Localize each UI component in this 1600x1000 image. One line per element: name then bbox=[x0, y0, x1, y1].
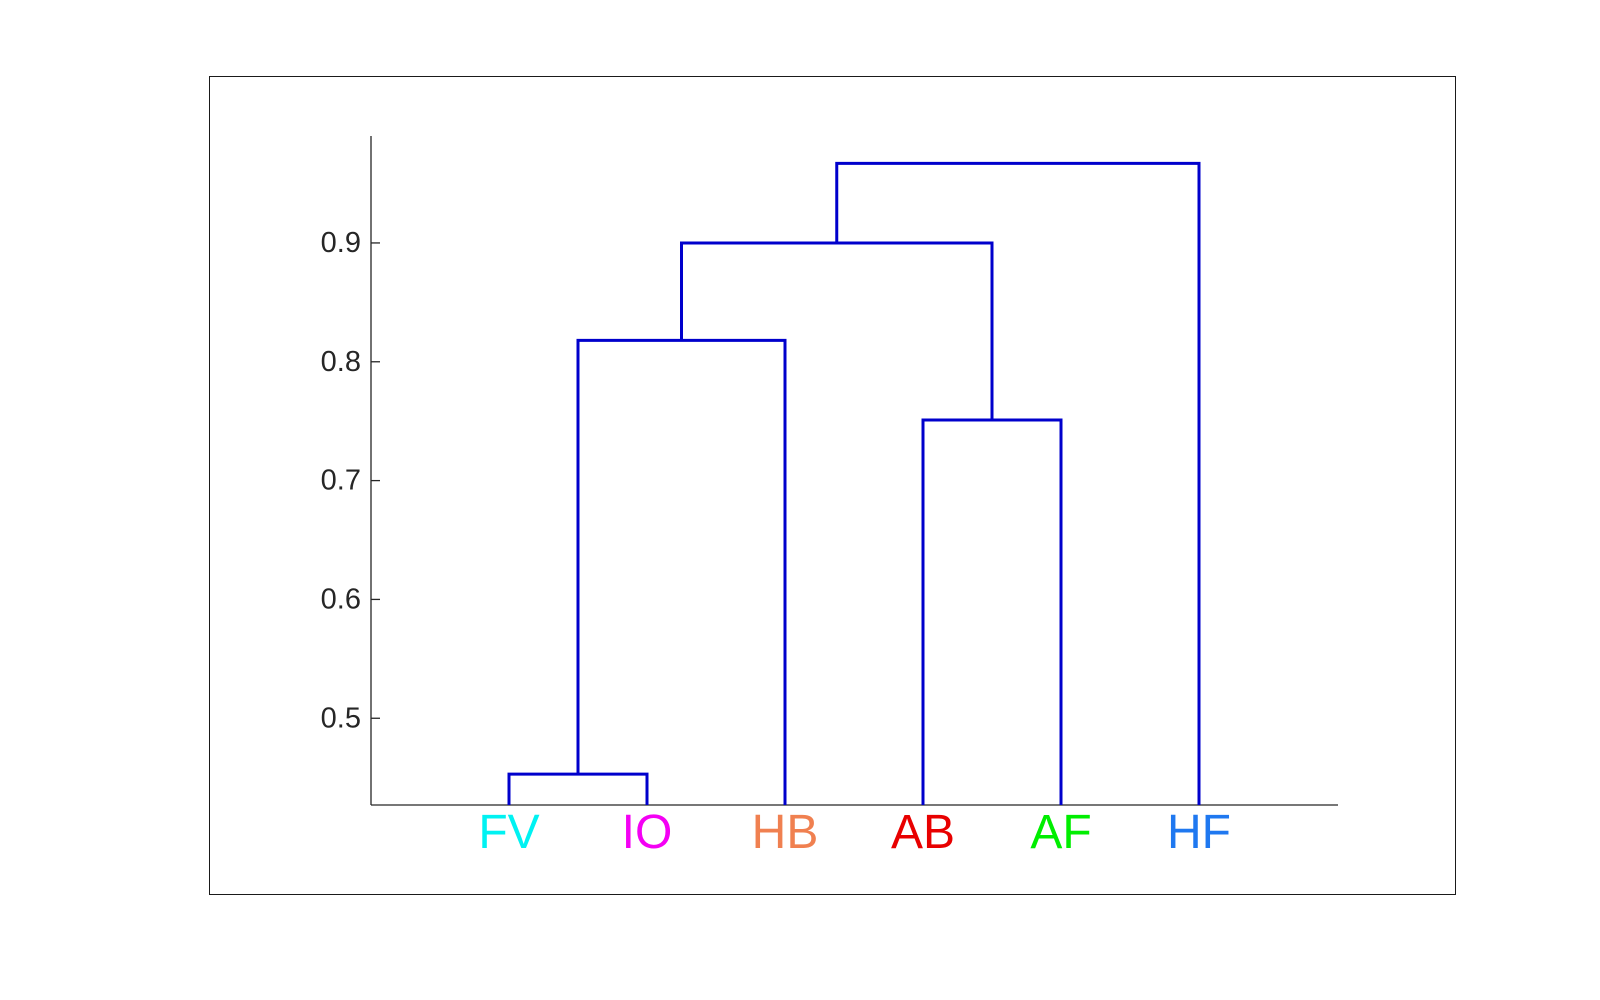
leaf-label-ab: AB bbox=[891, 806, 955, 859]
dendrogram-link bbox=[680, 241, 994, 420]
y-ticks: 0.5 0.6 0.7 0.8 0.9 bbox=[321, 227, 380, 734]
dendrogram-link bbox=[921, 418, 1063, 805]
dendrogram-links bbox=[507, 161, 1201, 805]
dendrogram-link bbox=[507, 772, 649, 805]
leaf-label-fv: FV bbox=[478, 806, 539, 859]
y-tick-label: 0.8 bbox=[321, 346, 361, 378]
axes bbox=[370, 136, 1338, 806]
leaf-label-hf: HF bbox=[1167, 806, 1231, 859]
leaf-label-hb: HB bbox=[752, 806, 819, 859]
dendrogram-link bbox=[576, 338, 787, 805]
leaf-label-af: AF bbox=[1030, 806, 1091, 859]
y-tick-label: 0.6 bbox=[321, 583, 361, 615]
figure-frame bbox=[209, 76, 1456, 895]
y-tick-label: 0.9 bbox=[321, 227, 361, 259]
y-tick-label: 0.7 bbox=[321, 465, 361, 497]
dendrogram-link bbox=[835, 161, 1201, 805]
leaf-labels: FV IO HB AB AF HF bbox=[478, 806, 1231, 859]
y-tick-label: 0.5 bbox=[321, 702, 361, 734]
leaf-label-io: IO bbox=[622, 806, 673, 859]
